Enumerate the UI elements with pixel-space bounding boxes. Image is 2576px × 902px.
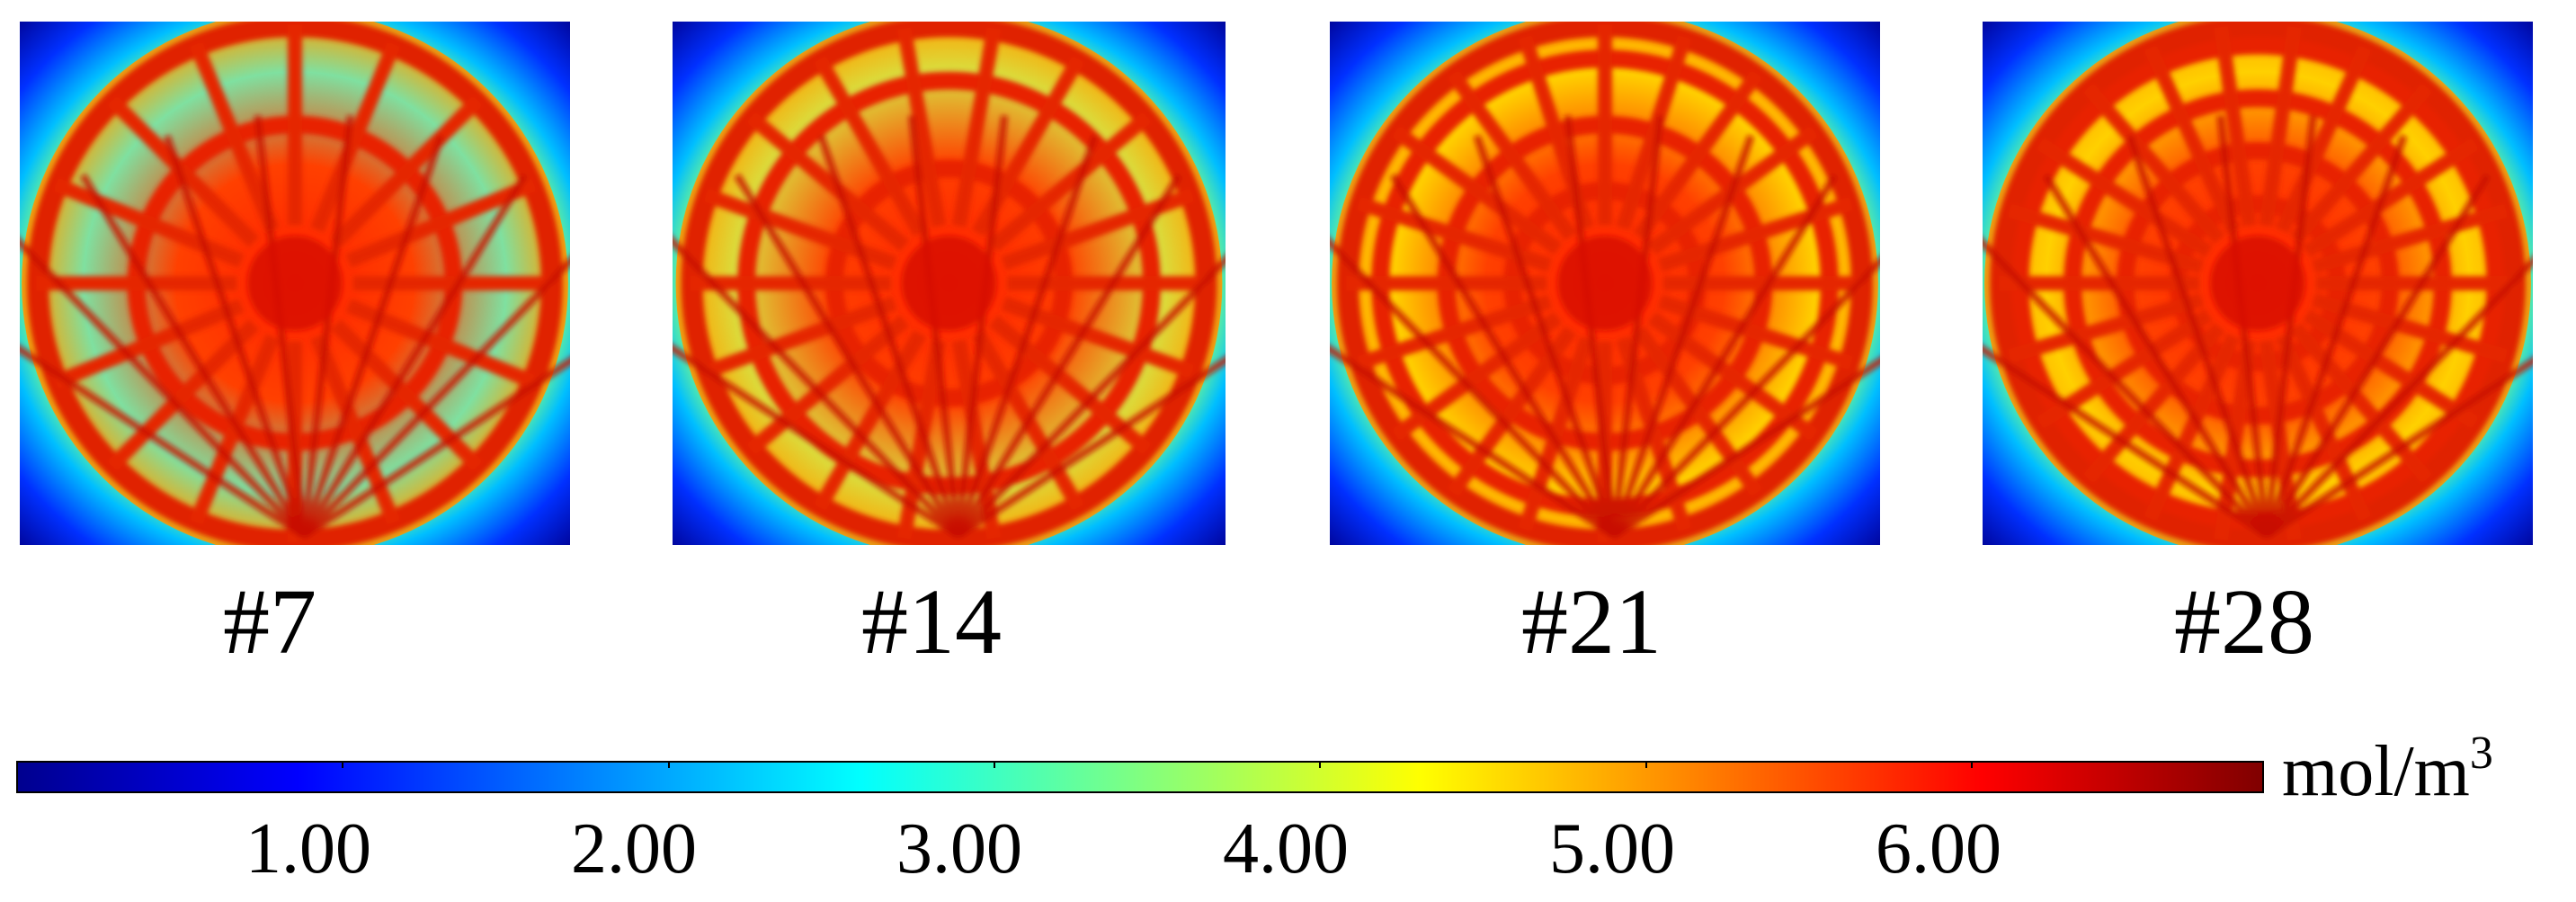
concentration-map-7 [20, 22, 570, 545]
unit-exponent: 3 [2469, 728, 2493, 779]
colorbar-tick [342, 761, 344, 768]
unit-label: mol/m3 [2282, 730, 2493, 808]
panel-label-28: #28 [2174, 570, 2314, 674]
concentration-map-21 [1330, 22, 1880, 545]
colorbar-tick [1645, 761, 1647, 768]
unit-base: mol/m [2282, 732, 2470, 811]
panel-21 [1330, 22, 1880, 545]
panel-28 [1983, 22, 2533, 545]
panel-label-7: #7 [223, 570, 316, 674]
panel-7 [20, 22, 570, 545]
tick-label-4: 4.00 [1223, 809, 1349, 889]
colorbar-gradient [16, 761, 2264, 793]
colorbar-tick [993, 761, 995, 768]
panel-label-21: #21 [1521, 570, 1662, 674]
concentration-map-14 [673, 22, 1226, 545]
concentration-map-28 [1983, 22, 2533, 545]
colorbar [16, 761, 2264, 793]
colorbar-tick [667, 761, 670, 768]
colorbar-tick [1319, 761, 1322, 768]
panel-14 [673, 22, 1226, 545]
tick-label-6: 6.00 [1876, 809, 2001, 889]
tick-label-1: 1.00 [245, 809, 371, 889]
tick-label-5: 5.00 [1549, 809, 1675, 889]
tick-label-2: 2.00 [571, 809, 697, 889]
panel-label-14: #14 [861, 570, 1002, 674]
colorbar-tick [1970, 761, 1973, 768]
tick-label-3: 3.00 [896, 809, 1022, 889]
